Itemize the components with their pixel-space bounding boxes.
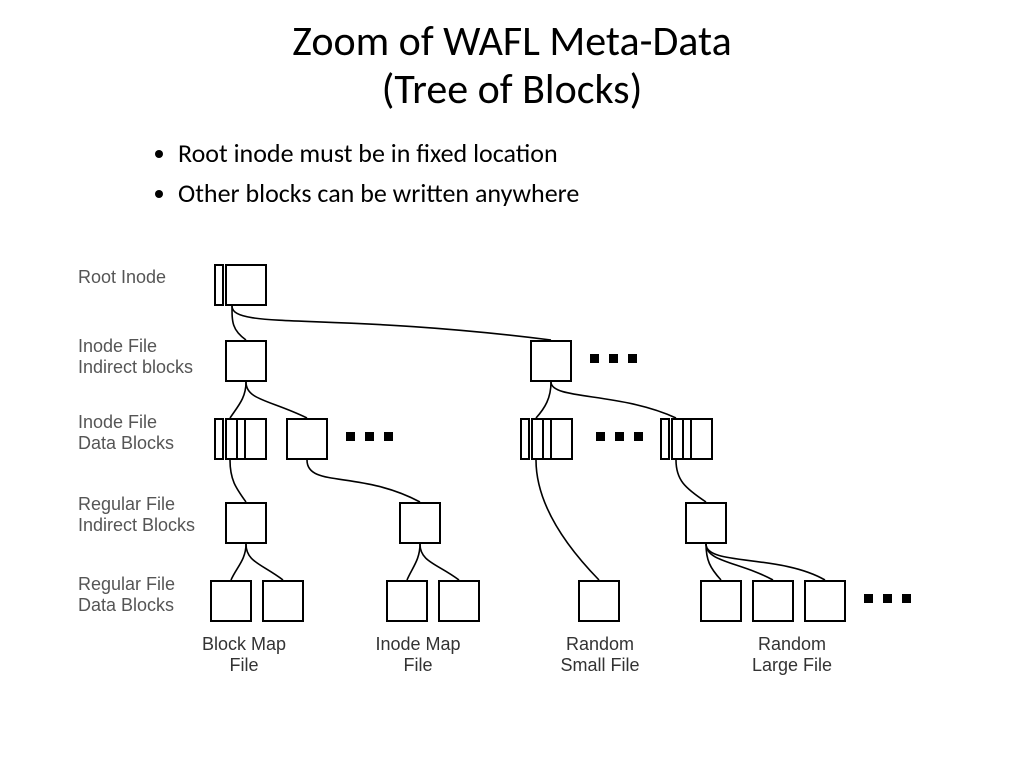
tree-node-box bbox=[438, 580, 480, 622]
tree-node-box bbox=[225, 502, 267, 544]
tree-node-box bbox=[530, 340, 572, 382]
tree-subtree-label: RandomLarge File bbox=[722, 634, 862, 675]
ellipsis-icon bbox=[590, 354, 637, 363]
tree-row-label: Root Inode bbox=[78, 267, 166, 288]
tree-node-box bbox=[685, 502, 727, 544]
tree-diagram: Root Inode Inode FileIndirect blocks Inode… bbox=[0, 240, 1024, 768]
tree-node-box bbox=[542, 418, 552, 460]
tree-edge bbox=[232, 306, 551, 340]
tree-edge bbox=[706, 544, 825, 580]
tree-node-box bbox=[214, 264, 224, 306]
tree-node-box bbox=[236, 418, 246, 460]
tree-node-box bbox=[286, 418, 328, 460]
title-line1: Zoom of WAFL Meta-Data bbox=[292, 16, 731, 67]
tree-node-box bbox=[700, 580, 742, 622]
tree-node-box bbox=[225, 264, 267, 306]
tree-edge bbox=[231, 544, 246, 580]
tree-row-label: Regular FileIndirect Blocks bbox=[78, 494, 195, 535]
tree-node-box bbox=[520, 418, 530, 460]
tree-edge bbox=[246, 382, 307, 418]
tree-edge bbox=[420, 544, 459, 580]
ellipsis-icon bbox=[346, 432, 393, 441]
tree-node-box bbox=[682, 418, 692, 460]
tree-edge bbox=[230, 460, 246, 502]
tree-node-box bbox=[399, 502, 441, 544]
tree-edge bbox=[407, 544, 420, 580]
tree-node-box bbox=[214, 418, 224, 460]
ellipsis-icon bbox=[596, 432, 643, 441]
tree-node-box bbox=[752, 580, 794, 622]
tree-row-label: Regular FileData Blocks bbox=[78, 574, 175, 615]
tree-edge bbox=[676, 460, 706, 502]
tree-node-box bbox=[225, 340, 267, 382]
tree-edge bbox=[307, 460, 420, 502]
ellipsis-icon bbox=[864, 594, 911, 603]
tree-subtree-label: Inode MapFile bbox=[348, 634, 488, 675]
tree-node-box bbox=[386, 580, 428, 622]
tree-node-box bbox=[210, 580, 252, 622]
title-line2: (Tree of Blocks) bbox=[382, 64, 643, 115]
tree-subtree-label: RandomSmall File bbox=[530, 634, 670, 675]
tree-edge bbox=[230, 382, 246, 418]
bullet-2: Other blocks can be written anywhere bbox=[178, 173, 1024, 213]
tree-edge bbox=[246, 544, 283, 580]
tree-node-box bbox=[225, 418, 267, 460]
tree-node-box bbox=[578, 580, 620, 622]
tree-node-box bbox=[660, 418, 670, 460]
tree-node-box bbox=[262, 580, 304, 622]
tree-row-label: Inode FileIndirect blocks bbox=[78, 336, 193, 377]
tree-edge bbox=[536, 382, 551, 418]
bullets: Root inode must be in fixed location Oth… bbox=[110, 133, 1024, 214]
tree-subtree-label: Block MapFile bbox=[174, 634, 314, 675]
tree-edge bbox=[536, 460, 599, 580]
tree-row-label: Inode FileData Blocks bbox=[78, 412, 174, 453]
title: Zoom of WAFL Meta-Data (Tree of Blocks) bbox=[0, 0, 1024, 115]
tree-node-box bbox=[671, 418, 713, 460]
tree-edge bbox=[551, 382, 676, 418]
bullet-1: Root inode must be in fixed location bbox=[178, 133, 1024, 173]
tree-node-box bbox=[531, 418, 573, 460]
tree-node-box bbox=[804, 580, 846, 622]
